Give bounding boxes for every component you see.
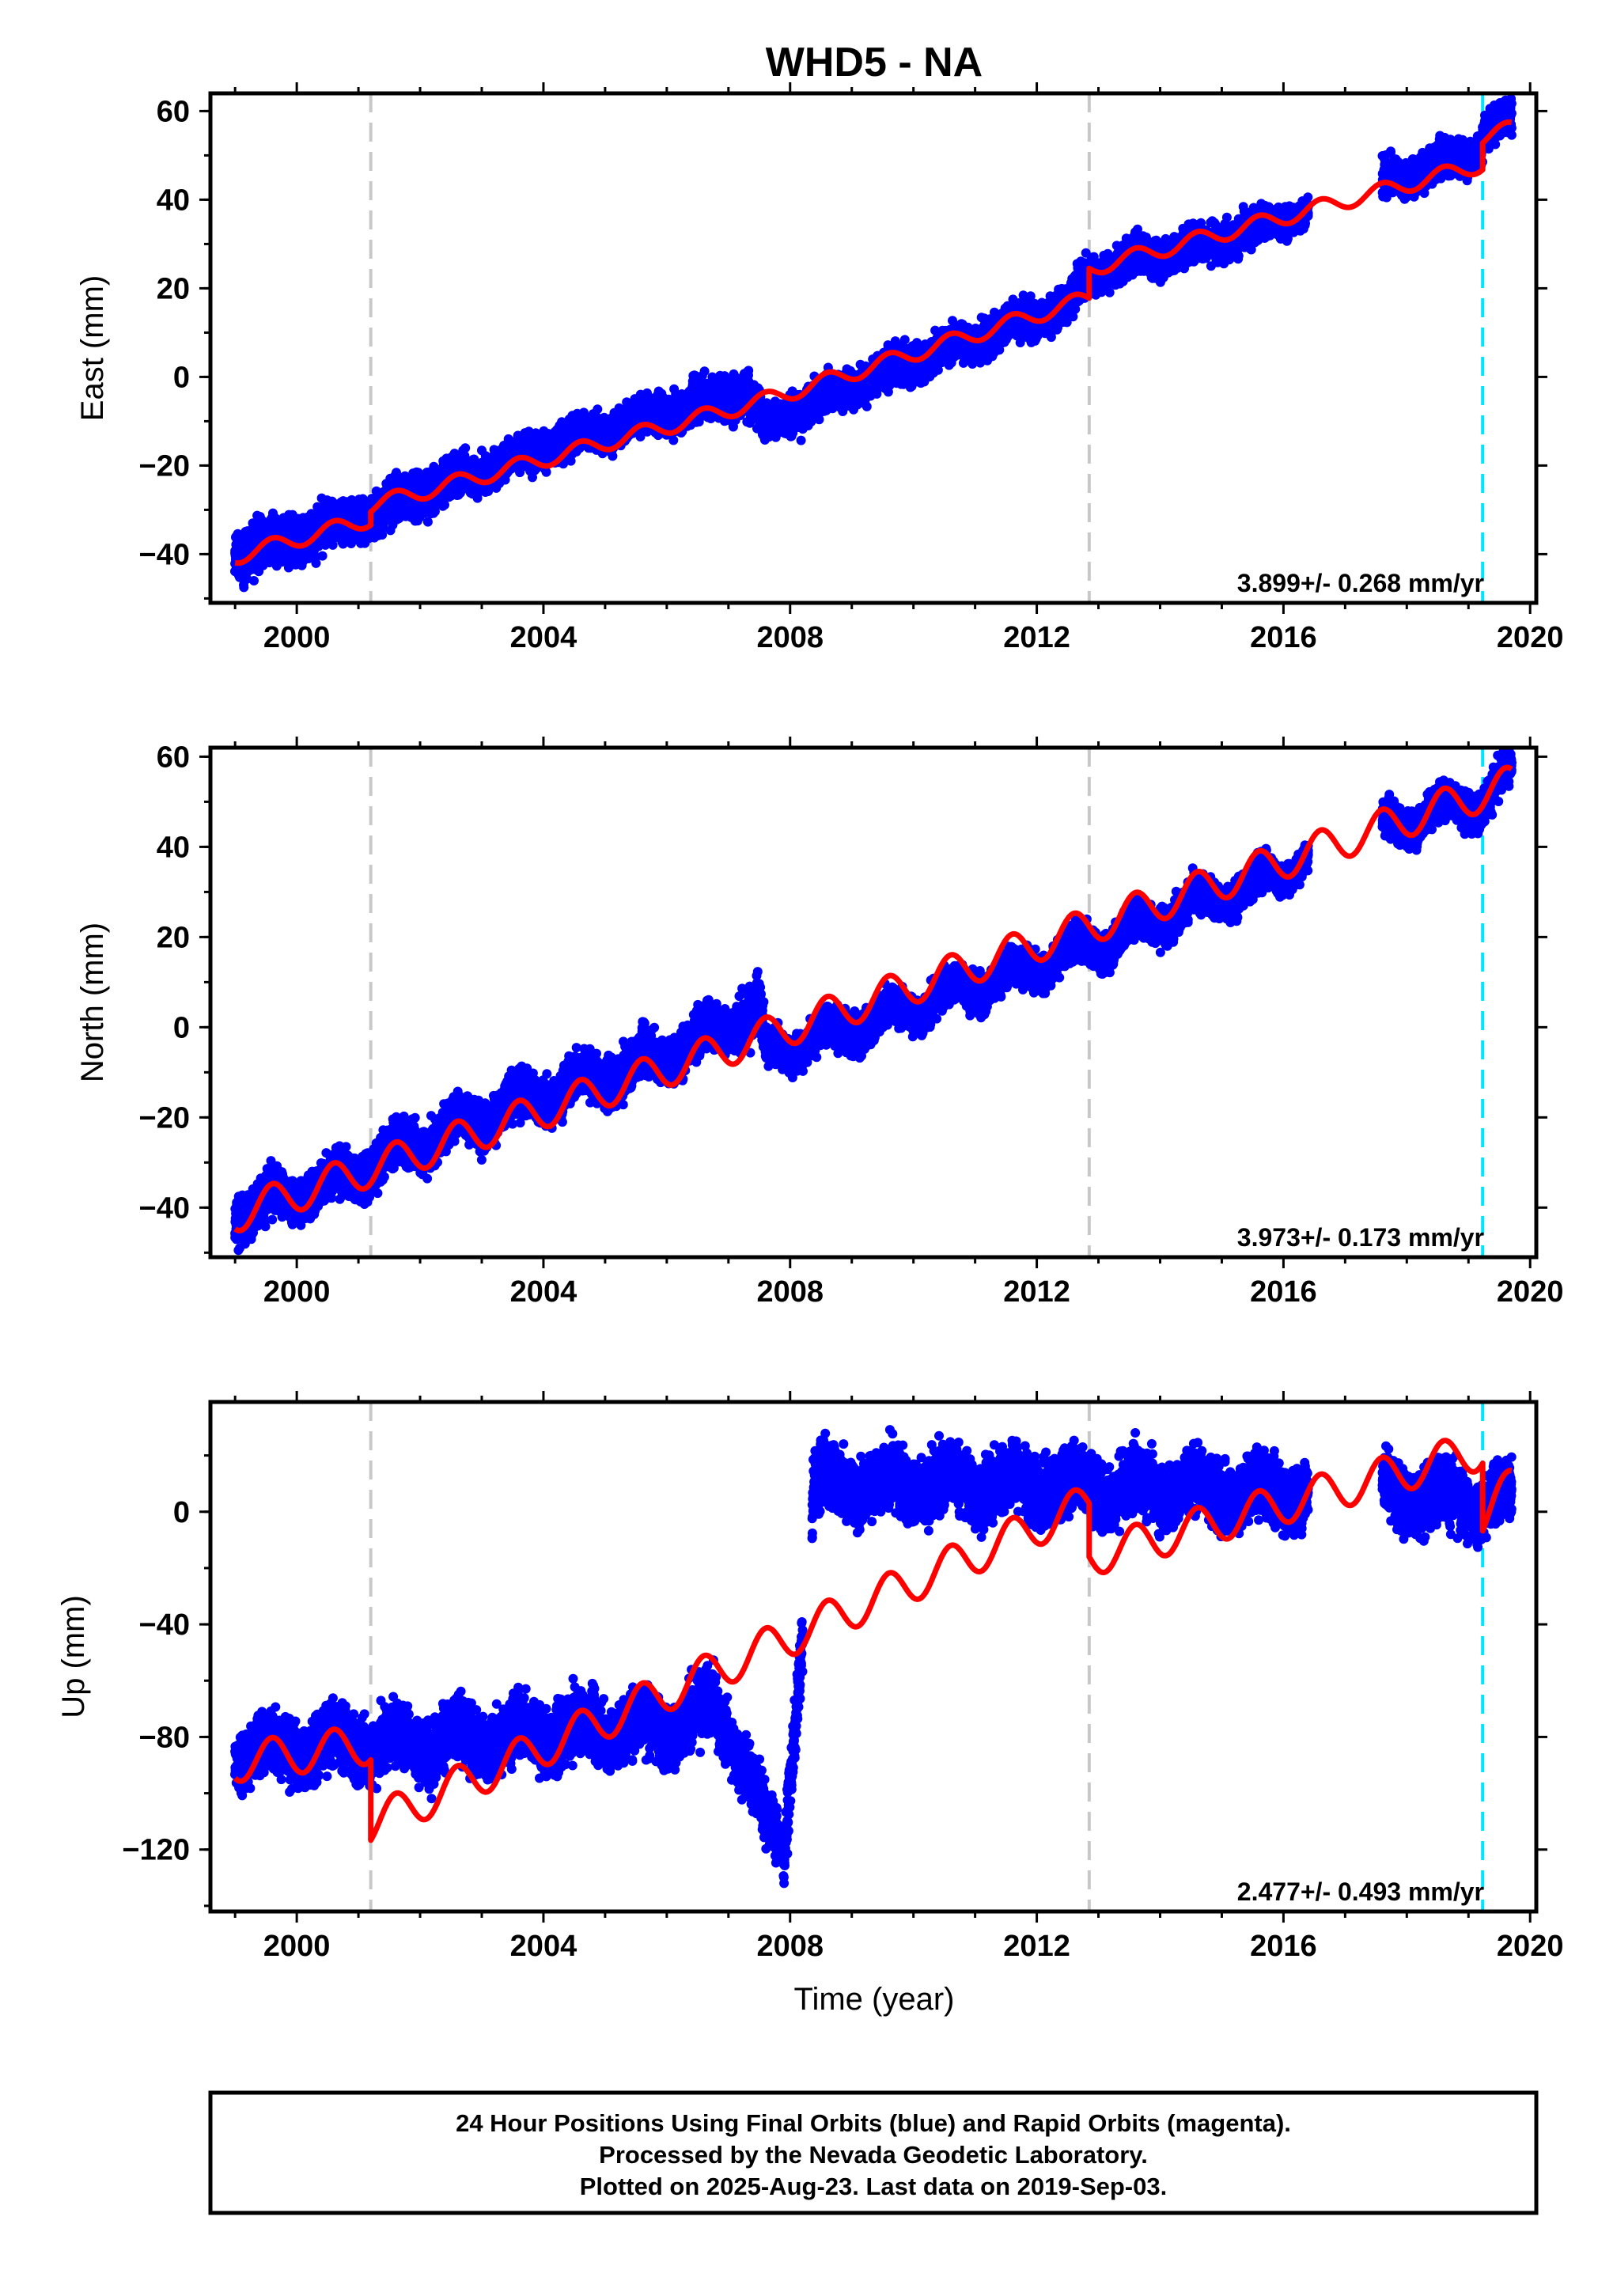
- plot-area: [210, 93, 1536, 603]
- data-point: [422, 517, 433, 527]
- data-point: [593, 404, 603, 415]
- data-point: [744, 366, 754, 376]
- data-point: [249, 576, 259, 585]
- data-point: [311, 558, 321, 568]
- data-point: [699, 366, 710, 377]
- panel-east: 2000 2004 2008 2012 2016 20206040200−20−40Eas…: [75, 82, 1563, 654]
- data-point: [608, 451, 618, 461]
- data-point: [460, 443, 471, 453]
- data-point: [668, 435, 679, 445]
- data-point: [239, 582, 249, 593]
- chart-title: WHD5 - NA: [766, 40, 983, 85]
- data-point: [317, 551, 328, 561]
